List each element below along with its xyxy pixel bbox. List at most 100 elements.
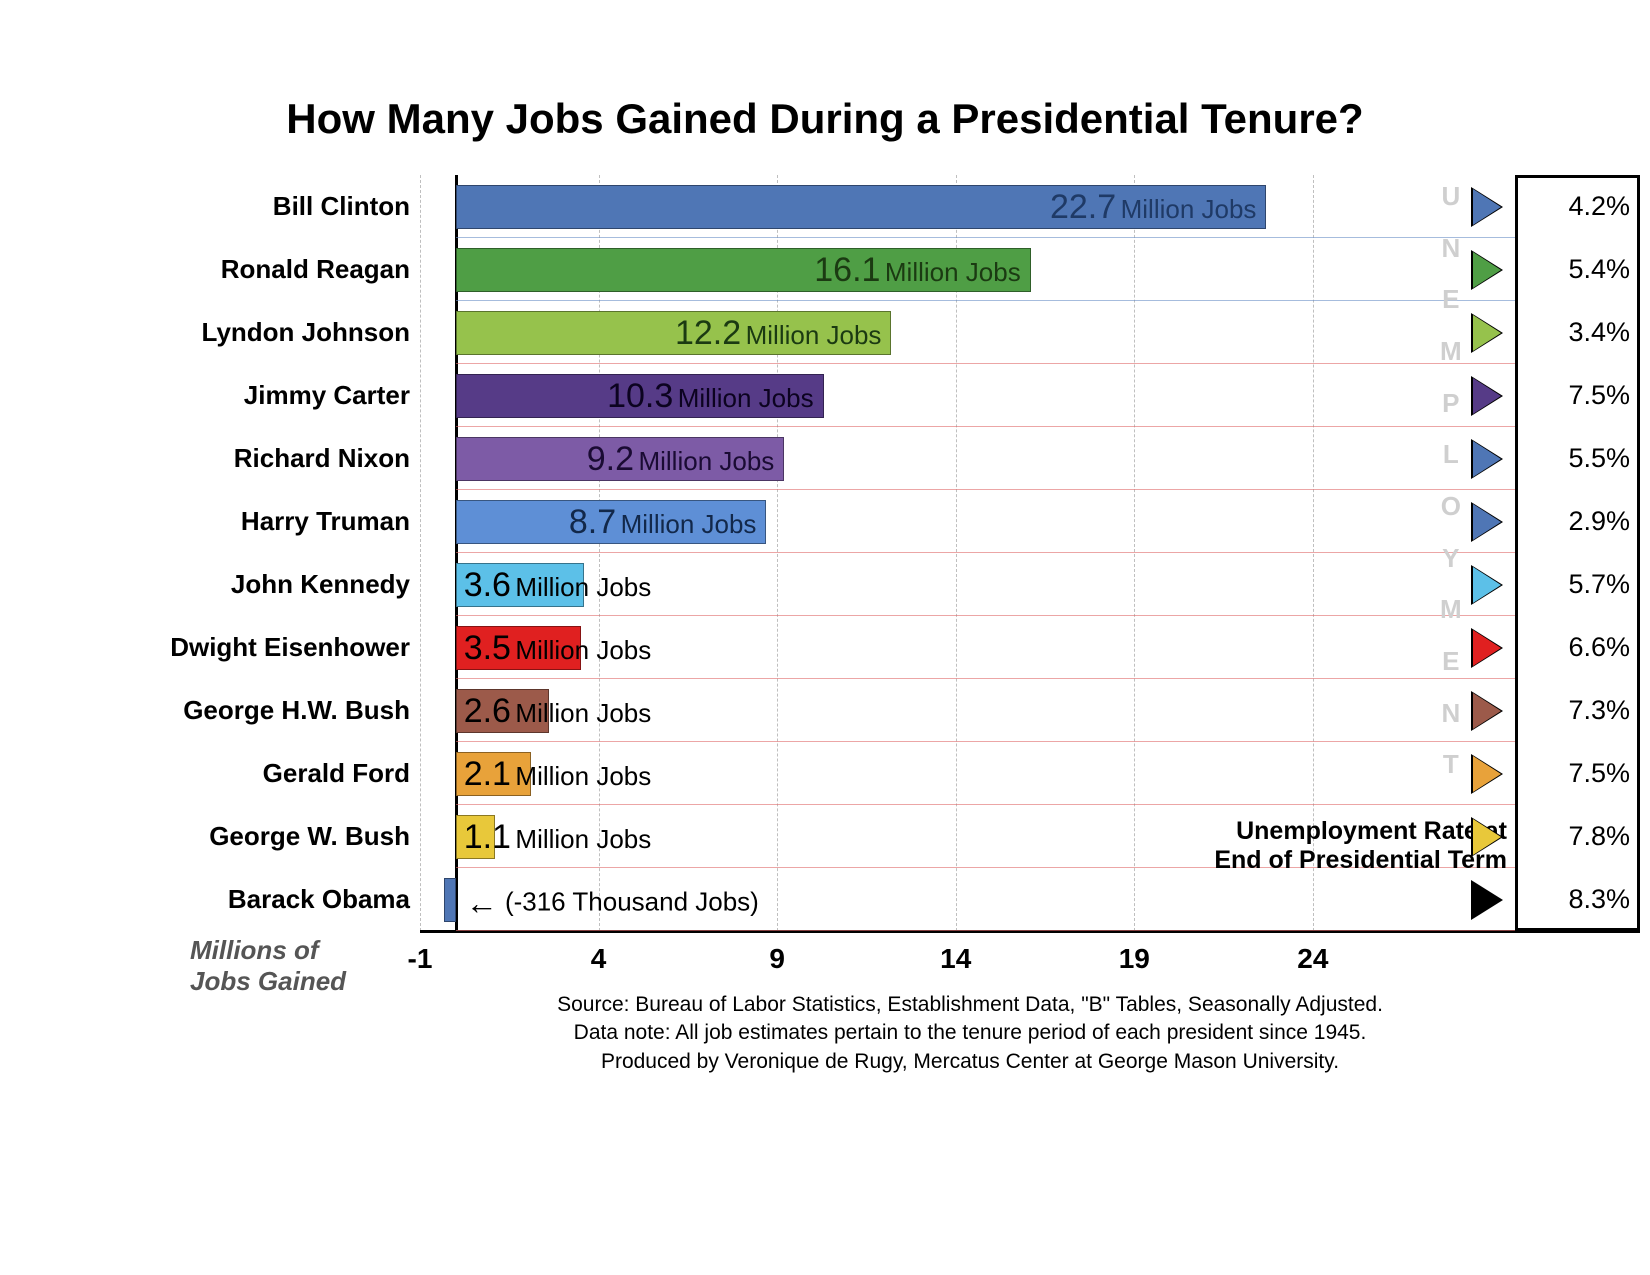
president-name: George W. Bush — [209, 821, 410, 852]
unemployment-label-line2: End of Presidential Term — [1214, 846, 1507, 875]
president-name: Lyndon Johnson — [202, 317, 410, 348]
chart-area: -1 4 9 14 19 24 Bill Clinton 22.7 Million Jobs R… — [170, 175, 1620, 1015]
bar-value-label: 16.1 Million Jobs — [814, 251, 1020, 290]
footer-line: Source: Bureau of Labor Statistics, Esta… — [420, 991, 1520, 1019]
chart-title: How Many Jobs Gained During a Presidenti… — [0, 95, 1650, 143]
vertical-letter: N — [1440, 700, 1462, 752]
bar-value-number: 10.3 — [607, 377, 673, 415]
row-separator — [456, 615, 1640, 616]
triangle-marker-icon — [1473, 693, 1501, 729]
unemployment-value: 6.6% — [1525, 632, 1630, 663]
bar-value-label: ← (-316 Thousand Jobs) — [466, 885, 759, 922]
source-footer: Source: Bureau of Labor Statistics, Esta… — [420, 991, 1520, 1076]
bar-value-unit: Million Jobs — [515, 824, 651, 854]
president-name: Gerald Ford — [263, 758, 410, 789]
bar-value-number: 12.2 — [675, 314, 741, 352]
arrow-left-icon: ← — [466, 885, 498, 921]
row-separator — [456, 426, 1640, 427]
bar-value-label: 1.1 Million Jobs — [464, 818, 652, 857]
president-name: Ronald Reagan — [221, 254, 410, 285]
triangle-marker-icon — [1473, 315, 1501, 351]
row-separator — [456, 930, 1640, 931]
unemployment-value: 5.4% — [1525, 254, 1630, 285]
bar-value-unit: Million Jobs — [1121, 194, 1257, 224]
triangle-marker-icon — [1473, 441, 1501, 477]
bar-value-number: 1.1 — [464, 818, 511, 856]
vertical-letter: O — [1440, 493, 1462, 545]
x-tick-label: 4 — [591, 943, 607, 975]
unemployment-value: 4.2% — [1525, 191, 1630, 222]
vertical-letter: N — [1440, 235, 1462, 287]
president-name: Bill Clinton — [273, 191, 410, 222]
bar-value-label: 22.7 Million Jobs — [1050, 188, 1256, 227]
unemployment-annotation: Unemployment Rate atEnd of Presidential … — [1214, 817, 1507, 875]
row-separator — [456, 237, 1640, 238]
president-name: George H.W. Bush — [183, 695, 410, 726]
unemployment-value: 7.8% — [1525, 821, 1630, 852]
president-name: Harry Truman — [241, 506, 410, 537]
vertical-letter: E — [1440, 286, 1462, 338]
unemployment-value: 8.3% — [1525, 884, 1630, 915]
president-name: John Kennedy — [231, 569, 410, 600]
x-tick-label: 24 — [1297, 943, 1328, 975]
row-separator — [456, 741, 1640, 742]
triangle-marker-icon — [1473, 567, 1501, 603]
bar-value-unit: Million Jobs — [515, 698, 651, 728]
president-name: Dwight Eisenhower — [170, 632, 410, 663]
row-separator — [456, 363, 1640, 364]
bar-value-label: 3.6 Million Jobs — [464, 566, 652, 605]
bar-value-unit: Million Jobs — [638, 446, 774, 476]
x-tick-label: 9 — [769, 943, 785, 975]
row-separator — [456, 804, 1640, 805]
president-name: Richard Nixon — [234, 443, 410, 474]
bar-value-label: 9.2 Million Jobs — [587, 440, 775, 479]
vertical-letter: U — [1440, 183, 1462, 235]
unemployment-label-line1: Unemployment Rate at — [1214, 817, 1507, 846]
unemployment-value: 5.7% — [1525, 569, 1630, 600]
vertical-letter: P — [1440, 390, 1462, 442]
x-axis-title: Millions ofJobs Gained — [190, 935, 346, 997]
unemployment-box — [1515, 175, 1640, 931]
bar-value-label: 12.2 Million Jobs — [675, 314, 881, 353]
bar-value-unit: Million Jobs — [678, 383, 814, 413]
gridline — [420, 175, 421, 931]
bar-value-number: 8.7 — [569, 503, 616, 541]
bar-value-unit: Million Jobs — [515, 761, 651, 791]
bar-value-label: 8.7 Million Jobs — [569, 503, 757, 542]
unemployment-value: 3.4% — [1525, 317, 1630, 348]
bar-value-unit: Million Jobs — [515, 635, 651, 665]
x-tick-label: -1 — [408, 943, 433, 975]
bar-value-label: 2.6 Million Jobs — [464, 692, 652, 731]
bar-value-number: 3.6 — [464, 566, 511, 604]
president-name: Jimmy Carter — [244, 380, 410, 411]
unemployment-vertical-label: UNEMPLOYMENT — [1440, 183, 1462, 803]
footer-line: Data note: All job estimates pertain to … — [420, 1019, 1520, 1047]
bar — [444, 878, 455, 922]
bar-value-text: (-316 Thousand Jobs) — [505, 886, 759, 916]
triangle-marker-icon — [1473, 630, 1501, 666]
vertical-letter: M — [1440, 596, 1462, 648]
triangle-marker-icon — [1473, 819, 1501, 855]
x-tick-label: 19 — [1119, 943, 1150, 975]
triangle-marker-icon — [1473, 252, 1501, 288]
vertical-letter: Y — [1440, 545, 1462, 597]
vertical-letter: M — [1440, 338, 1462, 390]
bar-value-unit: Million Jobs — [621, 509, 757, 539]
x-tick-label: 14 — [940, 943, 971, 975]
row-separator — [456, 300, 1640, 301]
bar-value-label: 3.5 Million Jobs — [464, 629, 652, 668]
unemployment-value: 7.3% — [1525, 695, 1630, 726]
bar-value-number: 22.7 — [1050, 188, 1116, 226]
bar-value-number: 16.1 — [814, 251, 880, 289]
row-separator — [456, 678, 1640, 679]
bar-value-label: 2.1 Million Jobs — [464, 755, 652, 794]
president-name: Barack Obama — [228, 884, 410, 915]
row-separator — [456, 552, 1640, 553]
footer-line: Produced by Veronique de Rugy, Mercatus … — [420, 1048, 1520, 1076]
vertical-letter: T — [1440, 751, 1462, 803]
bar-value-unit: Million Jobs — [746, 320, 882, 350]
row-separator — [456, 489, 1640, 490]
chart-page: How Many Jobs Gained During a Presidenti… — [0, 0, 1650, 1275]
bar-value-unit: Million Jobs — [885, 257, 1021, 287]
unemployment-value: 7.5% — [1525, 380, 1630, 411]
